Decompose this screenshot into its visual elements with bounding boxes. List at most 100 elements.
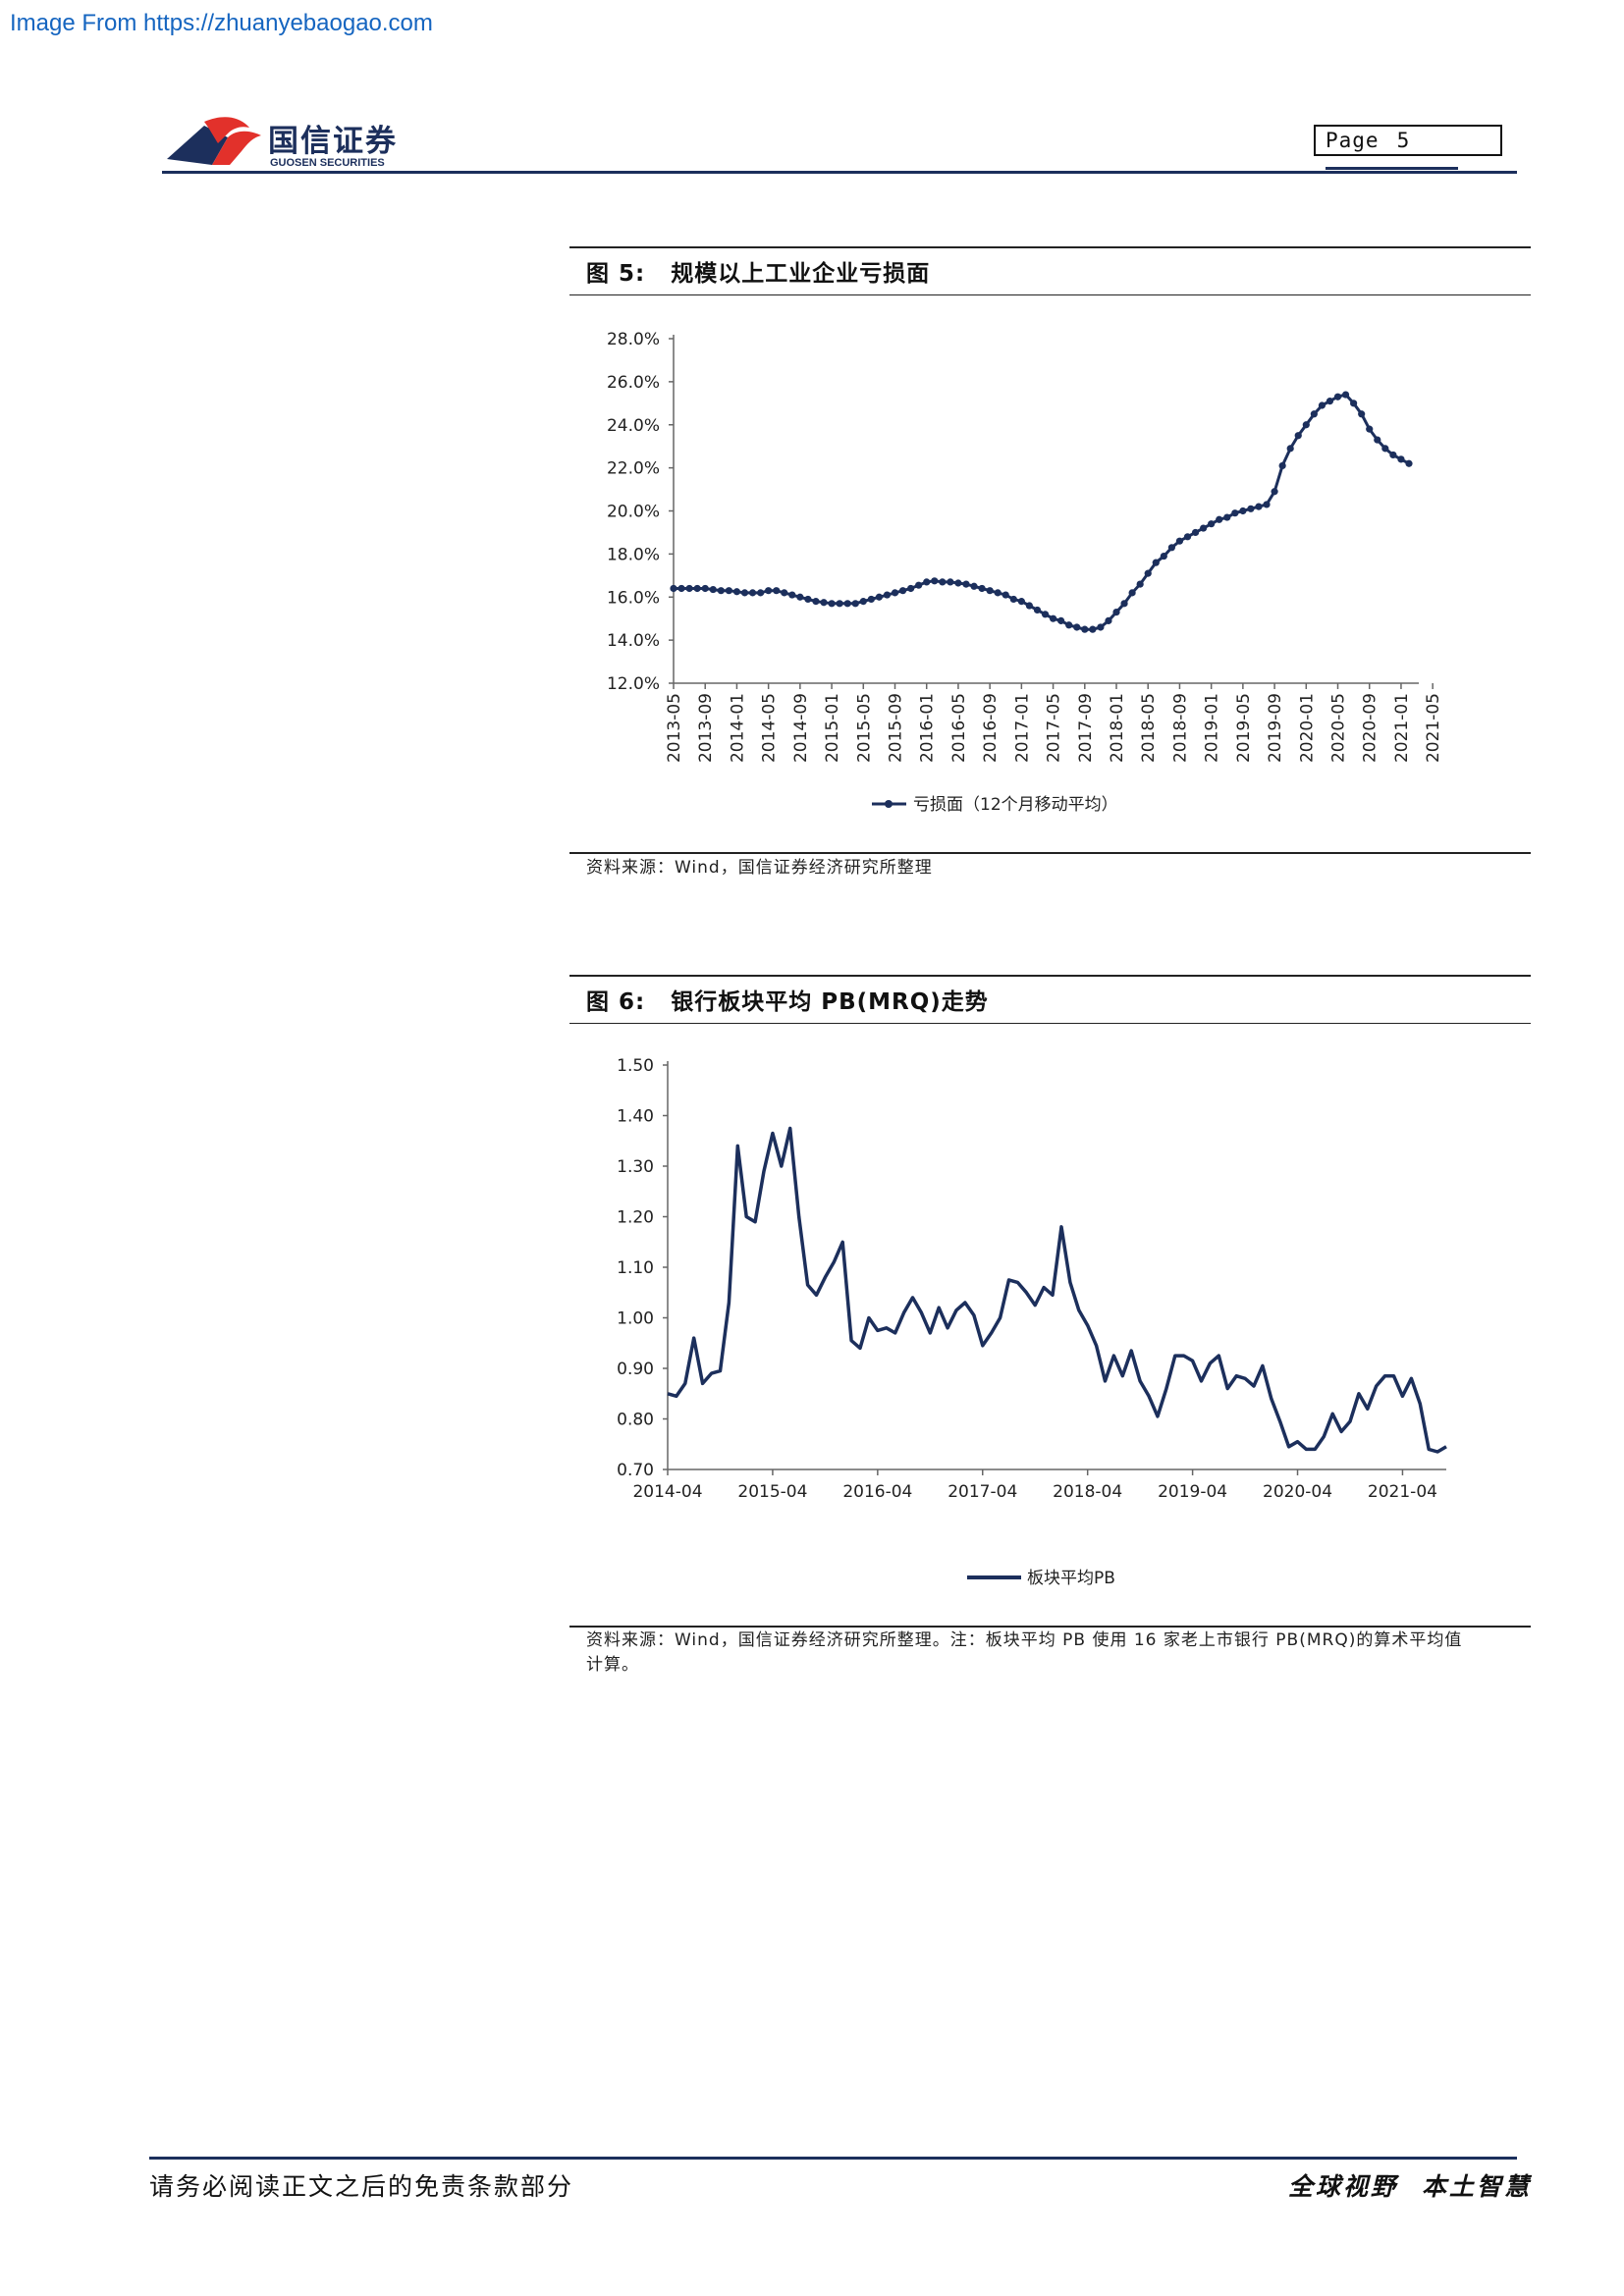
data-point: [875, 593, 883, 601]
data-point: [1183, 533, 1192, 541]
x-tick-label: 2017-04: [947, 1482, 1017, 1502]
data-point: [677, 584, 685, 593]
y-tick-label: 18.0%: [607, 545, 660, 564]
brand-name-cn: 国信证券: [268, 124, 398, 159]
figure5-top-rule: [569, 246, 1531, 248]
data-point: [693, 584, 701, 593]
data-point: [1255, 503, 1263, 510]
data-point: [1231, 509, 1239, 517]
figure6-title-rule: [569, 1023, 1531, 1024]
data-point: [947, 578, 954, 586]
figure6-title-text: 银行板块平均 PB(MRQ)走势: [671, 989, 989, 1015]
x-tick-label: 2018-01: [1108, 693, 1127, 763]
data-point: [756, 589, 765, 597]
y-tick-label: 12.0%: [607, 674, 660, 694]
data-point: [1302, 421, 1310, 429]
header-divider: [162, 171, 1517, 174]
data-point: [836, 600, 843, 608]
data-point: [1025, 602, 1034, 610]
data-point: [765, 587, 773, 595]
figure6-title: 图 6: 银行板块平均 PB(MRQ)走势: [586, 983, 989, 1016]
y-tick-label: 24.0%: [607, 416, 660, 436]
data-point: [1001, 591, 1009, 599]
x-tick-label: 2014-04: [632, 1482, 702, 1502]
data-point: [788, 591, 796, 599]
data-point: [970, 582, 978, 590]
data-point: [1389, 451, 1397, 459]
data-point: [1366, 425, 1374, 433]
data-point: [1081, 625, 1089, 633]
x-tick-label: 2021-01: [1392, 693, 1412, 763]
data-point: [1097, 623, 1105, 631]
x-tick-label: 2016-04: [842, 1482, 912, 1502]
loss-ratio-series-line: [674, 393, 1410, 631]
data-point: [1223, 513, 1231, 521]
data-point: [1374, 436, 1381, 444]
data-point: [931, 577, 939, 585]
data-point: [907, 584, 915, 593]
y-tick-label: 22.0%: [607, 459, 660, 479]
y-tick-label: 0.90: [617, 1360, 654, 1379]
data-point: [883, 591, 892, 599]
watermark-link[interactable]: Image From https://zhuanyebaogao.com: [10, 10, 433, 36]
data-point: [1358, 410, 1366, 418]
brand-name-en: GUOSEN SECURITIES: [270, 157, 385, 169]
page-label: Page: [1326, 129, 1380, 152]
data-point: [1381, 445, 1389, 453]
x-tick-label: 2021-05: [1424, 693, 1443, 763]
data-point: [1200, 524, 1208, 532]
data-point: [812, 598, 820, 606]
y-tick-label: 1.50: [617, 1056, 654, 1076]
x-tick-label: 2019-01: [1203, 693, 1222, 763]
loss-ratio-legend: 亏损面（12个月移动平均）: [872, 795, 1118, 815]
y-tick-label: 1.10: [617, 1258, 654, 1278]
data-point: [851, 600, 859, 608]
data-point: [685, 584, 693, 593]
data-point: [804, 595, 812, 604]
data-point: [828, 600, 836, 608]
x-tick-label: 2017-09: [1076, 693, 1096, 763]
data-point: [898, 587, 907, 595]
figure5-title: 图 5: 规模以上工业企业亏损面: [586, 254, 930, 288]
figure5-title-rule: [569, 294, 1531, 295]
guosen-logo-icon: [167, 117, 261, 165]
x-tick-label: 2018-04: [1053, 1482, 1122, 1502]
data-point: [1294, 432, 1302, 440]
data-point: [891, 589, 899, 597]
loss-ratio-legend-label: 亏损面（12个月移动平均）: [913, 795, 1118, 815]
x-tick-label: 2014-05: [760, 693, 780, 763]
data-point: [1049, 614, 1057, 622]
footer-slogan: 全球视野 本土智慧: [1288, 2167, 1532, 2203]
data-point: [740, 589, 749, 597]
x-tick-label: 2020-05: [1329, 693, 1349, 763]
data-point: [859, 598, 867, 606]
data-point: [1208, 520, 1216, 528]
data-point: [1112, 609, 1120, 616]
y-tick-label: 1.00: [617, 1309, 654, 1329]
page-number: 5: [1396, 129, 1411, 152]
data-point: [1167, 544, 1175, 552]
x-tick-label: 2015-04: [737, 1482, 807, 1502]
x-tick-label: 2020-01: [1297, 693, 1317, 763]
data-point: [1144, 569, 1152, 577]
footer-slogan-1: 全球视野: [1288, 2172, 1399, 2201]
data-point: [1286, 445, 1294, 453]
data-point: [1216, 515, 1223, 523]
data-point: [725, 587, 732, 595]
data-point: [709, 585, 717, 594]
data-point: [1263, 501, 1271, 508]
page-underline: [1326, 167, 1458, 170]
figure5-title-text: 规模以上工业企业亏损面: [671, 261, 931, 287]
figure5-bottom-rule: [569, 852, 1531, 854]
bank-pb-chart: 0.70 0.80 0.90 1.00 1.10 1.20 1.30 1.40 1.50 201…: [617, 1056, 1447, 1588]
data-point: [978, 584, 986, 593]
data-point: [748, 589, 757, 597]
y-tick-label: 14.0%: [607, 631, 660, 651]
data-point: [939, 578, 947, 586]
y-tick-label: 0.80: [617, 1411, 654, 1430]
x-tick-label: 2015-05: [854, 693, 874, 763]
figure6-source: 资料来源：Wind，国信证券经济研究所整理。注：板块平均 PB 使用 16 家老…: [586, 1629, 1462, 1678]
data-point: [1065, 621, 1073, 629]
footer-disclaimer: 请务必阅读正文之后的免责条款部分: [149, 2172, 574, 2201]
data-point: [1341, 391, 1350, 399]
